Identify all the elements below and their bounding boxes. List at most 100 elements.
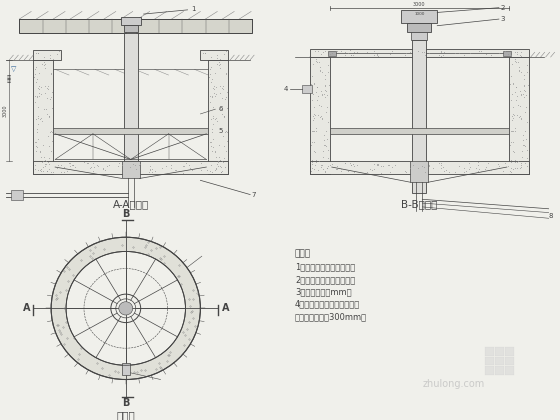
Point — [435, 160, 444, 167]
Point — [515, 102, 524, 109]
Point — [220, 155, 228, 162]
Point — [510, 164, 519, 171]
Point — [99, 164, 108, 171]
Point — [450, 50, 459, 57]
Point — [323, 104, 332, 110]
Point — [503, 163, 512, 169]
Point — [520, 143, 529, 150]
Point — [92, 162, 101, 169]
Point — [465, 49, 474, 56]
Point — [333, 162, 342, 169]
Point — [82, 159, 91, 166]
Point — [35, 86, 44, 92]
Point — [317, 114, 326, 121]
Point — [418, 49, 427, 55]
Point — [198, 50, 207, 56]
Point — [477, 167, 486, 174]
Point — [388, 47, 396, 54]
Point — [437, 48, 446, 55]
Point — [314, 47, 323, 54]
Point — [44, 114, 53, 121]
Point — [35, 89, 44, 96]
Point — [510, 125, 519, 131]
Point — [511, 128, 520, 134]
Point — [207, 116, 216, 122]
Point — [44, 133, 53, 139]
Point — [503, 51, 512, 58]
Point — [53, 161, 62, 168]
Point — [211, 149, 220, 156]
Point — [216, 65, 225, 71]
Point — [45, 54, 54, 61]
Point — [208, 94, 217, 100]
Point — [310, 80, 319, 87]
Point — [125, 163, 134, 170]
Point — [519, 90, 528, 97]
Point — [323, 135, 332, 142]
Point — [220, 113, 228, 120]
Bar — [302, 86, 312, 93]
Point — [213, 60, 222, 67]
Point — [130, 161, 139, 168]
Point — [460, 52, 469, 58]
Point — [45, 52, 54, 59]
Point — [465, 160, 474, 167]
Point — [420, 51, 429, 58]
Point — [337, 167, 346, 174]
Point — [31, 79, 40, 85]
Point — [216, 157, 225, 163]
Point — [186, 165, 195, 171]
Point — [207, 129, 216, 135]
Point — [147, 165, 156, 172]
Point — [217, 164, 226, 171]
Point — [211, 166, 220, 173]
Point — [515, 67, 524, 74]
Point — [513, 58, 522, 65]
Point — [328, 160, 337, 167]
Point — [516, 51, 525, 58]
Point — [217, 169, 226, 176]
Point — [321, 76, 330, 83]
Point — [216, 55, 225, 62]
Point — [384, 161, 393, 168]
Point — [208, 76, 217, 82]
Point — [460, 165, 469, 172]
Point — [34, 49, 43, 56]
Point — [213, 163, 222, 169]
Point — [370, 47, 379, 54]
Point — [323, 163, 332, 170]
Point — [31, 162, 40, 168]
Point — [179, 163, 188, 170]
Point — [377, 169, 386, 176]
Bar — [124, 33, 138, 161]
Point — [516, 88, 525, 94]
Bar — [122, 161, 139, 178]
Point — [206, 143, 215, 150]
Point — [214, 158, 223, 165]
Point — [516, 116, 525, 123]
Point — [328, 50, 337, 57]
Point — [86, 164, 95, 171]
Point — [31, 63, 40, 70]
Bar — [503, 51, 511, 56]
Point — [217, 105, 226, 112]
Point — [388, 164, 396, 171]
Point — [212, 52, 221, 59]
Point — [319, 147, 328, 154]
Point — [322, 109, 331, 116]
Point — [347, 162, 356, 169]
Point — [514, 158, 522, 164]
Point — [482, 50, 491, 57]
Point — [487, 51, 496, 58]
Point — [521, 109, 530, 116]
Point — [514, 67, 523, 74]
Point — [506, 73, 515, 80]
Point — [516, 161, 525, 168]
Point — [309, 138, 318, 145]
Point — [94, 162, 102, 169]
Point — [33, 144, 42, 150]
Point — [41, 160, 50, 167]
Point — [340, 52, 349, 58]
Point — [315, 102, 324, 108]
Point — [435, 51, 444, 58]
